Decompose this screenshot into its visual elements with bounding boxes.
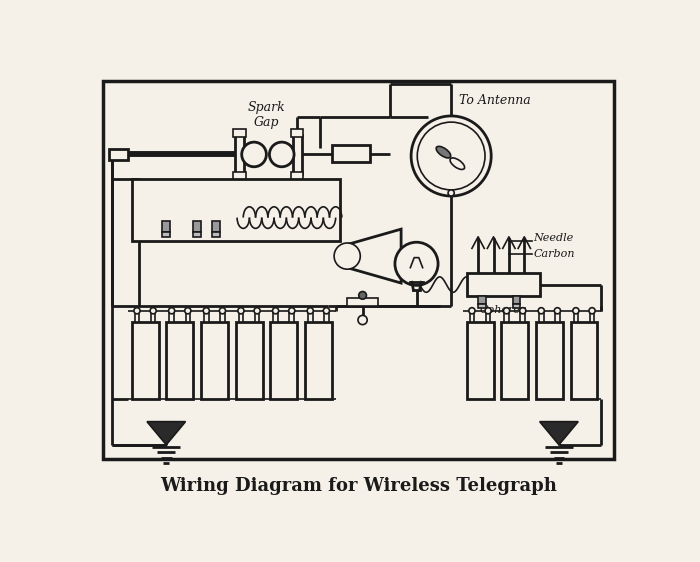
Bar	[213, 221, 220, 232]
Text: To Antenna: To Antenna	[459, 94, 531, 107]
Circle shape	[395, 242, 438, 285]
Bar	[466, 321, 494, 398]
Circle shape	[272, 307, 279, 314]
Ellipse shape	[436, 146, 451, 158]
Bar	[478, 304, 486, 307]
Bar	[539, 312, 544, 321]
Bar	[290, 312, 294, 321]
Ellipse shape	[450, 158, 465, 170]
Circle shape	[241, 142, 266, 167]
Bar	[201, 321, 228, 398]
Bar	[108, 149, 127, 160]
Bar	[573, 312, 578, 321]
Circle shape	[573, 307, 579, 314]
Bar	[235, 321, 262, 398]
Bar	[291, 129, 303, 137]
Circle shape	[150, 307, 156, 314]
Bar	[504, 312, 509, 321]
Bar	[233, 172, 246, 180]
Bar	[332, 145, 370, 162]
Circle shape	[219, 307, 225, 314]
Circle shape	[270, 142, 294, 167]
Polygon shape	[147, 422, 186, 445]
Circle shape	[589, 307, 595, 314]
Circle shape	[169, 307, 175, 314]
Bar	[169, 312, 174, 321]
Circle shape	[254, 307, 260, 314]
Circle shape	[554, 307, 561, 314]
Circle shape	[238, 307, 244, 314]
Polygon shape	[347, 229, 401, 283]
Bar	[291, 172, 303, 180]
Bar	[470, 312, 475, 321]
Bar	[193, 221, 201, 232]
Bar	[589, 312, 594, 321]
Circle shape	[323, 307, 330, 314]
Bar	[213, 232, 220, 237]
Bar	[536, 321, 563, 398]
Bar	[308, 312, 312, 321]
Bar	[132, 179, 340, 241]
Circle shape	[358, 315, 368, 325]
Bar	[234, 135, 244, 174]
Bar	[478, 296, 486, 304]
Bar	[239, 312, 244, 321]
Text: Spark
Gap: Spark Gap	[248, 101, 285, 129]
Bar	[486, 312, 491, 321]
Bar	[512, 304, 521, 307]
Circle shape	[203, 307, 209, 314]
Bar	[255, 312, 260, 321]
Bar	[501, 321, 528, 398]
Circle shape	[307, 307, 314, 314]
Bar	[466, 273, 540, 296]
Bar	[220, 312, 225, 321]
Circle shape	[485, 307, 491, 314]
Circle shape	[134, 307, 140, 314]
Bar	[193, 232, 201, 237]
Bar	[162, 221, 170, 232]
Circle shape	[519, 307, 526, 314]
Circle shape	[448, 190, 454, 196]
Bar	[167, 321, 193, 398]
Circle shape	[503, 307, 510, 314]
Circle shape	[417, 122, 485, 190]
Bar	[521, 312, 525, 321]
Bar	[305, 321, 332, 398]
Bar	[233, 129, 246, 137]
Bar	[162, 232, 170, 237]
Bar	[134, 312, 139, 321]
Text: Carbon: Carbon	[533, 249, 575, 259]
Text: Wiring Diagram for Wireless Telegraph: Wiring Diagram for Wireless Telegraph	[160, 477, 557, 495]
Bar	[270, 321, 298, 398]
Circle shape	[288, 307, 295, 314]
Circle shape	[358, 292, 367, 299]
Bar	[512, 296, 521, 304]
Bar	[347, 298, 378, 306]
Bar	[186, 312, 190, 321]
Text: Coherer: Coherer	[480, 305, 526, 315]
Bar	[570, 321, 598, 398]
Circle shape	[411, 116, 491, 196]
Polygon shape	[540, 422, 578, 445]
Bar	[555, 312, 560, 321]
Circle shape	[334, 243, 360, 269]
Bar	[103, 81, 615, 459]
Bar	[204, 312, 209, 321]
Bar	[151, 312, 155, 321]
Circle shape	[185, 307, 191, 314]
Circle shape	[469, 307, 475, 314]
Bar	[273, 312, 278, 321]
Bar	[293, 135, 302, 174]
Circle shape	[538, 307, 545, 314]
Bar	[132, 321, 158, 398]
Text: Needle: Needle	[533, 233, 574, 243]
Bar	[324, 312, 329, 321]
